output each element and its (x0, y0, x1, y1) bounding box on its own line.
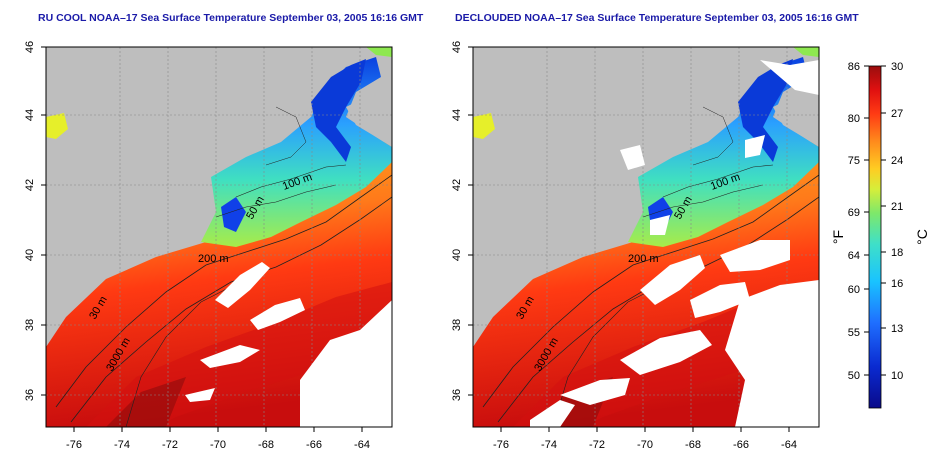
celsius-tick: 13 (891, 323, 903, 335)
lat-tick: 40 (451, 249, 463, 261)
lon-tick: -76 (66, 439, 82, 451)
lat-tick: 36 (451, 389, 463, 401)
lat-tick: 42 (451, 179, 463, 191)
celsius-tick: 21 (891, 201, 903, 213)
temperature-colorbar: 86 80 75 69 64 60 55 50 30 27 24 21 18 1… (830, 61, 930, 409)
lat-tick: 40 (24, 249, 36, 261)
celsius-tick: 24 (891, 155, 903, 167)
fahrenheit-tick: 55 (848, 327, 860, 339)
celsius-tick: 10 (891, 370, 903, 382)
celsius-axis-label: °C (914, 229, 930, 245)
fahrenheit-tick: 86 (848, 61, 860, 73)
colorbar-gradient (868, 65, 882, 409)
lon-tick: -74 (541, 439, 557, 451)
contour-label-200m: 200 m (198, 253, 229, 265)
right-map-panel: 100 m 50 m 200 m 30 m 3000 m -76 -74 -72… (451, 41, 820, 451)
lat-tick: 38 (24, 319, 36, 331)
left-map-panel: 100 m 50 m 200 m 30 m 3000 m -76 -74 -72… (24, 41, 393, 451)
lon-tick: -72 (162, 439, 178, 451)
lon-tick: -64 (781, 439, 797, 451)
celsius-tick: 27 (891, 108, 903, 120)
lon-tick: -74 (114, 439, 130, 451)
lon-tick: -68 (685, 439, 701, 451)
celsius-tick: 16 (891, 278, 903, 290)
left-panel-title: RU COOL NOAA–17 Sea Surface Temperature … (38, 12, 424, 24)
lat-tick: 46 (451, 41, 463, 53)
celsius-tick: 30 (891, 61, 903, 73)
lat-tick: 38 (451, 319, 463, 331)
lon-tick: -68 (258, 439, 274, 451)
fahrenheit-tick: 75 (848, 155, 860, 167)
fahrenheit-axis-label: °F (830, 230, 846, 244)
lat-tick: 46 (24, 41, 36, 53)
fahrenheit-tick: 60 (848, 284, 860, 296)
lon-tick: -66 (733, 439, 749, 451)
celsius-tick: 18 (891, 247, 903, 259)
right-panel-title: DECLOUDED NOAA–17 Sea Surface Temperatur… (455, 12, 859, 24)
lon-tick: -70 (637, 439, 653, 451)
lon-tick: -64 (354, 439, 370, 451)
fahrenheit-tick: 69 (848, 207, 860, 219)
lat-tick: 44 (24, 109, 36, 121)
lon-tick: -76 (493, 439, 509, 451)
right-map-frame (472, 46, 820, 428)
contour-label-200m: 200 m (628, 253, 659, 265)
lon-tick: -72 (589, 439, 605, 451)
lat-tick: 36 (24, 389, 36, 401)
fahrenheit-tick: 80 (848, 113, 860, 125)
fahrenheit-tick: 50 (848, 370, 860, 382)
fahrenheit-tick: 64 (848, 250, 860, 262)
lat-tick: 44 (451, 109, 463, 121)
left-map-frame (45, 46, 393, 428)
lat-tick: 42 (24, 179, 36, 191)
lon-tick: -70 (210, 439, 226, 451)
lon-tick: -66 (306, 439, 322, 451)
